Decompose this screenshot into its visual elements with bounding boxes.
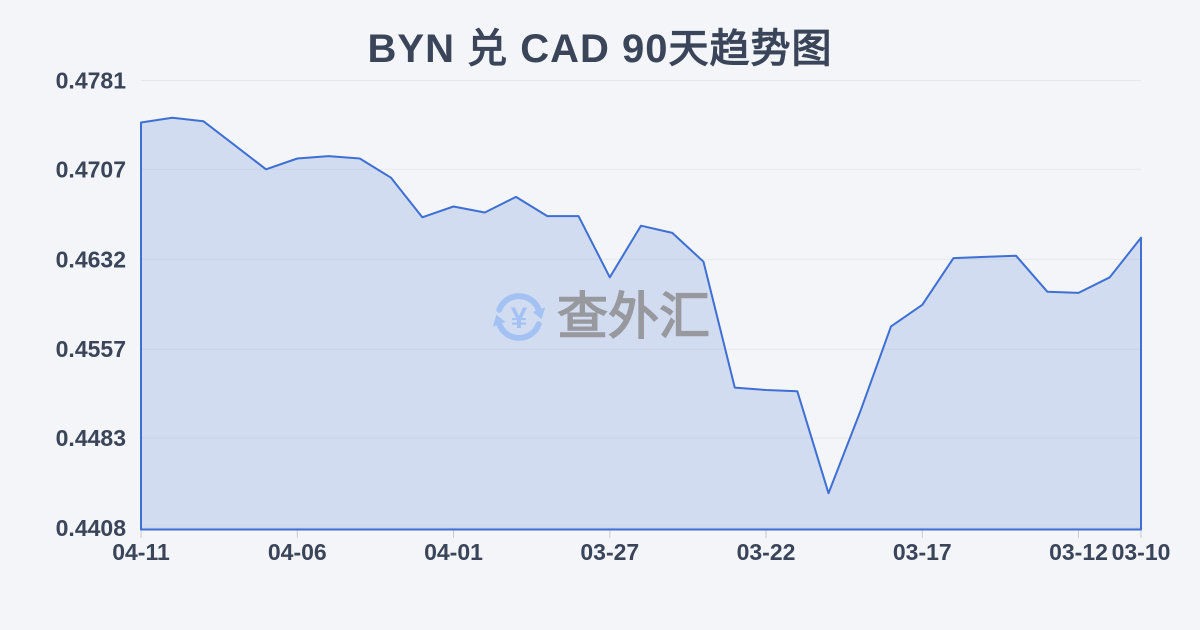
y-axis-label: 0.4781 bbox=[56, 68, 127, 94]
y-axis-label: 0.4483 bbox=[56, 425, 126, 451]
y-axis-label: 0.4707 bbox=[56, 156, 126, 182]
y-axis-label: 0.4557 bbox=[56, 336, 126, 362]
y-axis-label: 0.4632 bbox=[56, 246, 126, 272]
x-axis-label: 03-22 bbox=[737, 539, 796, 565]
yuan-symbol: ¥ bbox=[511, 302, 528, 335]
chart-line-layer bbox=[140, 116, 1142, 531]
y-axis-label: 0.4408 bbox=[56, 515, 127, 541]
x-axis-label: 04-01 bbox=[424, 539, 483, 565]
x-axis-label: 03-10 bbox=[1112, 539, 1171, 565]
watermark: ¥ 查外汇 bbox=[492, 288, 710, 345]
currency-exchange-icon: ¥ bbox=[492, 293, 546, 341]
chart-grid-layer: 0.4781 0.4707 0.4632 0.4557 0.4483 0.440804-1… bbox=[56, 68, 1171, 566]
x-axis-label: 03-17 bbox=[893, 539, 952, 565]
trend-line bbox=[140, 116, 1142, 531]
x-axis-label: 04-06 bbox=[268, 539, 327, 565]
x-axis-label: 03-27 bbox=[580, 539, 639, 565]
x-axis-label: 03-12 bbox=[1049, 539, 1108, 565]
watermark-text: 查外汇 bbox=[557, 288, 710, 345]
page-title: BYN 兑 CAD 90天趋势图 bbox=[367, 27, 833, 71]
x-axis-label: 04-11 bbox=[112, 539, 170, 565]
area-fill bbox=[141, 117, 1141, 530]
